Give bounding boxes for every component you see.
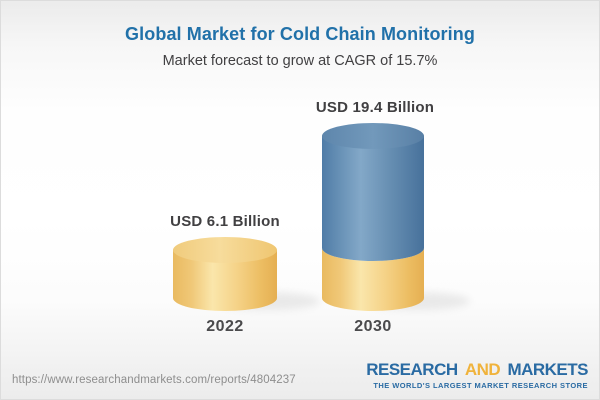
x-axis-label-2030: 2030 (354, 318, 392, 335)
page-title: Global Market for Cold Chain Monitoring (125, 24, 475, 44)
bar-2022-cylinder (173, 237, 277, 311)
brand-word-and: AND (464, 360, 501, 379)
page-subtitle: Market forecast to grow at CAGR of 15.7% (162, 53, 438, 69)
bar-2030-cylinder (322, 123, 424, 311)
report-url: https://www.researchandmarkets.com/repor… (12, 374, 296, 386)
brand-word-research: RESEARCH (366, 360, 458, 379)
brand-logo: RESEARCH AND MARKETS THE WORLD'S LARGEST… (366, 361, 588, 390)
x-axis-label-2022: 2022 (206, 318, 244, 335)
value-label-2030: USD 19.4 Billion (315, 99, 435, 116)
brand-logo-wordmark: RESEARCH AND MARKETS (366, 361, 588, 378)
value-label-2022: USD 6.1 Billion (170, 213, 280, 230)
brand-tagline: THE WORLD'S LARGEST MARKET RESEARCH STOR… (373, 381, 588, 390)
brand-word-markets: MARKETS (507, 360, 588, 379)
